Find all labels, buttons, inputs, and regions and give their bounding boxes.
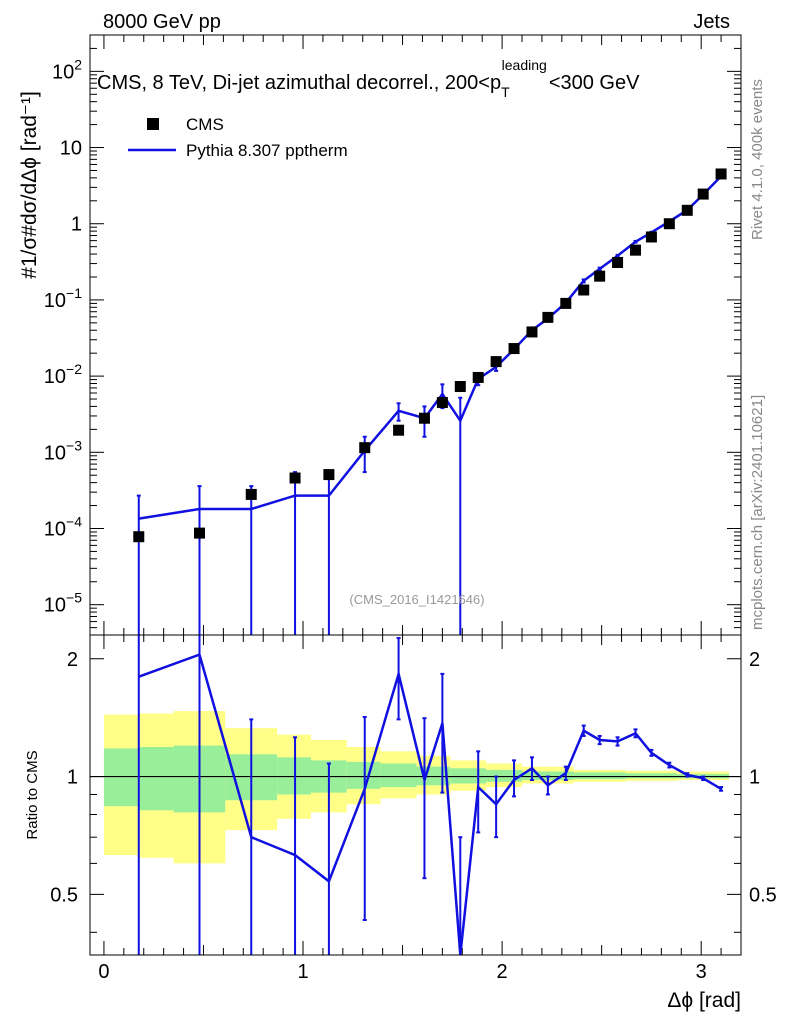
title-end: <300 GeV bbox=[549, 72, 640, 94]
ratio-mc-line bbox=[138, 652, 722, 956]
data-point bbox=[594, 270, 606, 282]
data-point bbox=[359, 442, 371, 454]
data-point bbox=[289, 472, 301, 484]
y-tick-exp: −2 bbox=[66, 361, 82, 377]
data-point bbox=[508, 343, 520, 355]
data-point bbox=[133, 531, 145, 543]
y-tick-base: 10 bbox=[44, 518, 66, 540]
ratio-y-tick-label-right: 0.5 bbox=[749, 884, 777, 906]
y-tick-base: 10 bbox=[44, 595, 66, 617]
data-point bbox=[436, 397, 448, 409]
x-tick-label: 3 bbox=[696, 961, 707, 983]
y-tick-label: 10 bbox=[60, 138, 82, 160]
y-tick-exp: −3 bbox=[66, 437, 82, 453]
data-point bbox=[526, 326, 538, 338]
data-point bbox=[193, 527, 205, 539]
y-tick-exp: −4 bbox=[66, 513, 82, 529]
mc-line bbox=[138, 175, 722, 520]
plot-title: CMS, 8 TeV, Di-jet azimuthal decorrel., … bbox=[97, 57, 640, 100]
data-point bbox=[245, 488, 257, 500]
ratio-y-tick-labels: 0.5 0.5 1 1 2 2 bbox=[50, 649, 777, 907]
ratio-y-tick-label: 2 bbox=[67, 649, 78, 671]
ratio-y-tick-label-right: 2 bbox=[749, 649, 760, 671]
data-point bbox=[472, 371, 484, 383]
y-tick-label: 10−4 bbox=[44, 513, 82, 540]
y-axis-label: #1/σ#dσ/dΔϕ [rad⁻¹] bbox=[18, 91, 41, 279]
ratio-band-inner bbox=[450, 768, 487, 784]
y-tick-label: 10−2 bbox=[44, 361, 82, 388]
title-sup: leading bbox=[502, 57, 547, 73]
data-point bbox=[578, 284, 590, 296]
ratio-y-tick-label: 0.5 bbox=[50, 884, 78, 906]
ratio-band-inner bbox=[103, 748, 138, 807]
data-point bbox=[681, 204, 693, 216]
y-tick-label: 10−3 bbox=[44, 437, 82, 464]
legend: CMS Pythia 8.307 pptherm bbox=[128, 115, 348, 160]
title-sub: T bbox=[501, 84, 510, 100]
analysis-watermark: (CMS_2016_I1421646) bbox=[349, 592, 484, 607]
y-tick-label: 10−5 bbox=[44, 590, 82, 617]
data-point bbox=[542, 311, 554, 323]
ratio-band-inner bbox=[137, 747, 174, 811]
data-point bbox=[490, 356, 502, 368]
data-point bbox=[393, 424, 405, 436]
ratio-panel: 0.5 0.5 1 1 2 2 Ratio to CMS bbox=[24, 634, 777, 956]
y-tick-exp: −1 bbox=[66, 285, 82, 301]
ratio-band-inner bbox=[573, 772, 626, 780]
mcplots-label: mcplots.cern.ch [arXiv:2401.10621] bbox=[749, 395, 766, 630]
ratio-y-axis-label: Ratio to CMS bbox=[24, 750, 41, 839]
x-axis-label: Δϕ [rad] bbox=[667, 989, 741, 1012]
data-point bbox=[612, 256, 624, 268]
y-tick-base: 10 bbox=[44, 442, 66, 464]
x-tick-label: 1 bbox=[297, 961, 308, 983]
ratio-y-tick-label: 1 bbox=[67, 767, 78, 789]
header-left: 8000 GeV pp bbox=[103, 11, 221, 33]
y-tick-base: 1 bbox=[71, 214, 82, 236]
y-tick-base: 10 bbox=[44, 290, 66, 312]
y-tick-label: 1 bbox=[71, 214, 82, 236]
data-point bbox=[454, 381, 466, 393]
ratio-y-tick-label-right: 1 bbox=[749, 767, 760, 789]
main-ticks bbox=[90, 34, 741, 955]
x-tick-label: 2 bbox=[497, 961, 508, 983]
x-tick-labels: 0 1 2 3 bbox=[98, 961, 706, 983]
y-tick-label: 102 bbox=[52, 56, 82, 83]
data-point bbox=[715, 168, 727, 180]
data-point bbox=[645, 231, 657, 243]
y-tick-base: 10 bbox=[60, 138, 82, 160]
data-point bbox=[418, 412, 430, 424]
legend-data-marker bbox=[147, 118, 159, 130]
y-tick-base: 10 bbox=[44, 366, 66, 388]
main-data-layer bbox=[133, 168, 727, 635]
y-tick-label: 10−1 bbox=[44, 285, 82, 312]
ratio-ticks bbox=[90, 658, 741, 933]
ratio-band-inner bbox=[486, 769, 523, 782]
data-point bbox=[629, 244, 641, 256]
data-point bbox=[560, 297, 572, 309]
header-right: Jets bbox=[693, 11, 730, 33]
x-tick-label: 0 bbox=[98, 961, 109, 983]
y-tick-exp: −5 bbox=[66, 590, 82, 606]
data-point bbox=[697, 188, 709, 200]
ratio-band-inner bbox=[625, 773, 678, 779]
legend-data-label: CMS bbox=[186, 115, 224, 134]
title-main: CMS, 8 TeV, Di-jet azimuthal decorrel., … bbox=[97, 72, 501, 94]
y-tick-base: 10 bbox=[52, 61, 74, 83]
rivet-label: Rivet 4.1.0, 400k events bbox=[749, 79, 766, 240]
ratio-frame bbox=[89, 634, 742, 956]
data-point bbox=[663, 218, 675, 230]
y-tick-exp: 2 bbox=[74, 56, 82, 72]
ratio-band-inner bbox=[380, 763, 417, 788]
legend-mc-label: Pythia 8.307 pptherm bbox=[186, 141, 348, 160]
data-point bbox=[323, 469, 335, 481]
ratio-data-layer bbox=[137, 635, 724, 956]
